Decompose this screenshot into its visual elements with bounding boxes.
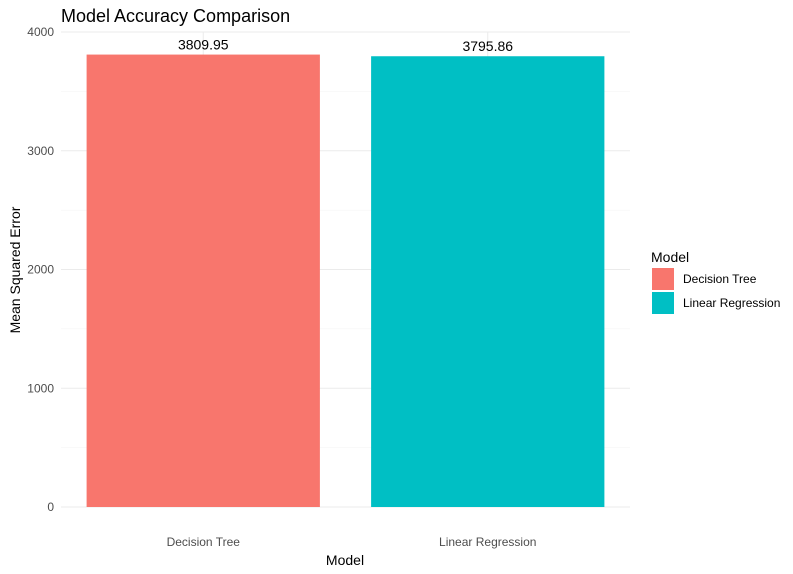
data-labels: 3809.95 3795.86	[178, 37, 513, 55]
y-tick-label: 2000	[27, 263, 54, 277]
legend-items: Decision Tree Linear Regression	[652, 268, 780, 314]
y-tick-label: 0	[47, 500, 54, 514]
y-tick-label: 1000	[27, 381, 54, 395]
x-axis-ticks: Decision Tree Linear Regression	[167, 535, 537, 549]
legend-label: Decision Tree	[683, 272, 757, 286]
legend: Model Decision Tree Linear Regression	[651, 249, 780, 314]
legend-item: Decision Tree	[652, 268, 757, 290]
legend-title: Model	[651, 249, 689, 265]
chart-title: Model Accuracy Comparison	[61, 6, 290, 26]
legend-swatch	[652, 292, 674, 314]
legend-swatch	[652, 268, 674, 290]
y-tick-label: 3000	[27, 144, 54, 158]
data-label: 3809.95	[178, 37, 229, 53]
data-label: 3795.86	[462, 38, 513, 54]
bars	[86, 54, 605, 508]
y-axis-title: Mean Squared Error	[7, 206, 23, 333]
y-axis-ticks: 0 1000 2000 3000 4000	[27, 25, 54, 514]
y-tick-label: 4000	[27, 25, 54, 39]
bar-decision-tree	[86, 54, 320, 508]
legend-item: Linear Regression	[652, 292, 780, 314]
bar-linear-regression	[371, 56, 605, 507]
x-axis-title: Model	[326, 552, 364, 568]
x-tick-label: Linear Regression	[439, 535, 536, 549]
x-tick-label: Decision Tree	[167, 535, 241, 549]
legend-label: Linear Regression	[683, 296, 780, 310]
